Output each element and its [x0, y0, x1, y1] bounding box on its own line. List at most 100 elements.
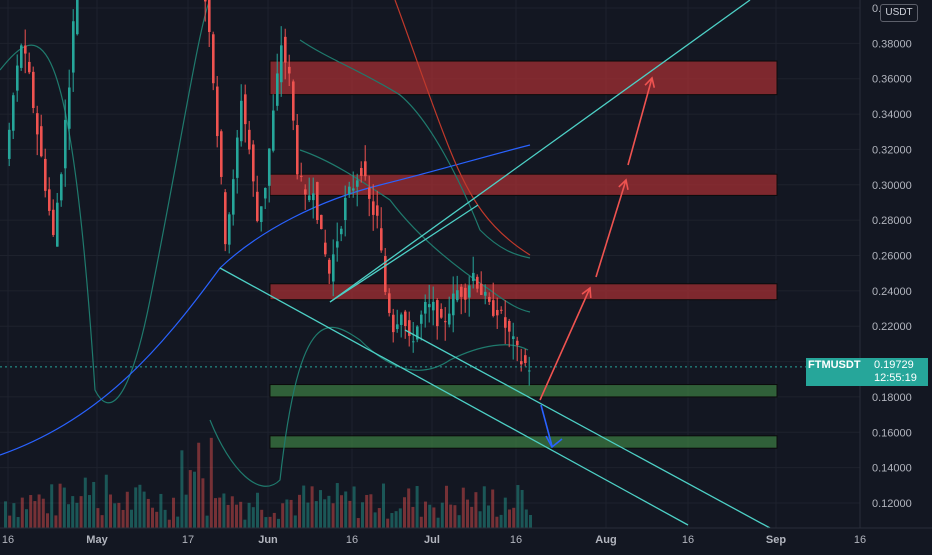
volume-bar [428, 504, 432, 528]
volume-bar [419, 516, 423, 528]
volume-bar [281, 503, 285, 528]
candle-body [304, 189, 307, 195]
candle-body [436, 300, 439, 327]
bar-countdown: 12:55:19 [874, 372, 917, 384]
volume-bar [121, 509, 125, 528]
candle-body [272, 110, 275, 151]
candle-body [496, 309, 499, 316]
candle-body [276, 73, 279, 106]
candle-body [368, 187, 371, 199]
candle-body [24, 45, 27, 54]
volume-bar [142, 491, 146, 528]
candle-body [296, 125, 299, 175]
volume-bar [415, 486, 419, 528]
candle-body [208, 0, 211, 32]
y-tick-label: 0.38000 [872, 38, 912, 50]
volume-bar [79, 496, 83, 528]
symbol-label: FTMUSDT [808, 359, 861, 371]
last-price-value: 0.19729 [874, 359, 914, 371]
volume-bar [134, 487, 138, 528]
candle-body [40, 126, 43, 157]
trendline-ascending [329, 0, 751, 303]
projection-arrow-down [540, 404, 553, 447]
candle-body [220, 131, 223, 177]
currency-label[interactable]: USDT [880, 4, 918, 22]
volume-bar [33, 501, 37, 528]
candle-body [328, 259, 331, 274]
candle-body [224, 192, 227, 245]
candle-body [56, 202, 59, 247]
candle-body [376, 205, 379, 216]
trendline-lower-channel [219, 267, 689, 526]
volume-bar [209, 437, 213, 528]
volume-bar [314, 501, 318, 528]
x-tick-label: 17 [182, 534, 194, 546]
candle-body [480, 283, 483, 295]
candle-body [512, 336, 515, 340]
candle-body [440, 308, 443, 318]
projection-arrowhead [644, 76, 656, 88]
candle-body [20, 45, 23, 68]
x-tick-label: 16 [510, 534, 522, 546]
volume-bar [382, 483, 385, 528]
volume-bar [230, 496, 234, 528]
volume-bar [4, 501, 7, 528]
candle-body [372, 201, 375, 215]
candle-body [280, 45, 283, 83]
candle-body [32, 71, 35, 108]
candle-body [256, 191, 259, 221]
volume-bar [205, 515, 209, 528]
volume-bar [377, 508, 381, 528]
time-axis-panel [0, 528, 932, 550]
x-tick-label: 16 [854, 534, 866, 546]
volume-bar [138, 484, 142, 528]
volume-bar [432, 507, 436, 528]
volume-bar [20, 497, 24, 528]
candle-body [464, 287, 467, 300]
volume-bar [331, 503, 335, 528]
volume-bar [298, 494, 301, 528]
volume-bar [201, 478, 205, 528]
moving-average-mid [394, 0, 531, 256]
candle-body [468, 285, 471, 298]
volume-bar [478, 511, 482, 528]
volume-bar [398, 508, 402, 528]
candle-body [228, 214, 231, 245]
volume-bar [466, 499, 469, 528]
candle-body [240, 100, 243, 142]
candle-body [472, 272, 475, 282]
x-tick-label: Jun [258, 534, 278, 546]
volume-bar [369, 494, 373, 528]
volume-bar [130, 509, 133, 528]
y-tick-label: 0.22000 [872, 321, 912, 333]
volume-bar [163, 509, 167, 528]
y-tick-label: 0.28000 [872, 215, 912, 227]
bollinger-upper-2 [299, 39, 531, 259]
zone-resistance-3 [269, 283, 778, 301]
y-tick-label: 0.16000 [872, 427, 912, 439]
candle-body [8, 129, 11, 159]
projection-arrow [539, 287, 591, 401]
volume-bar [41, 498, 45, 528]
volume-bar [104, 474, 108, 528]
candle-body [268, 148, 271, 186]
projection-arrow [595, 179, 627, 278]
candle-body [264, 187, 267, 199]
projection-arrowhead [618, 178, 629, 190]
candle-body [48, 189, 51, 211]
bollinger-mid [299, 149, 531, 313]
volume-bar [394, 511, 398, 528]
candle-body [508, 320, 511, 332]
volume-bar [440, 502, 444, 528]
candle-body [204, 0, 207, 2]
candle-body [348, 186, 351, 195]
zone-resistance-2 [269, 173, 778, 196]
volume-bar [344, 491, 348, 528]
candle-body [524, 355, 527, 363]
volume-bar [453, 505, 457, 528]
volume-bar [445, 485, 448, 528]
y-tick-label: 0.30000 [872, 180, 912, 192]
candle-body [492, 300, 495, 316]
